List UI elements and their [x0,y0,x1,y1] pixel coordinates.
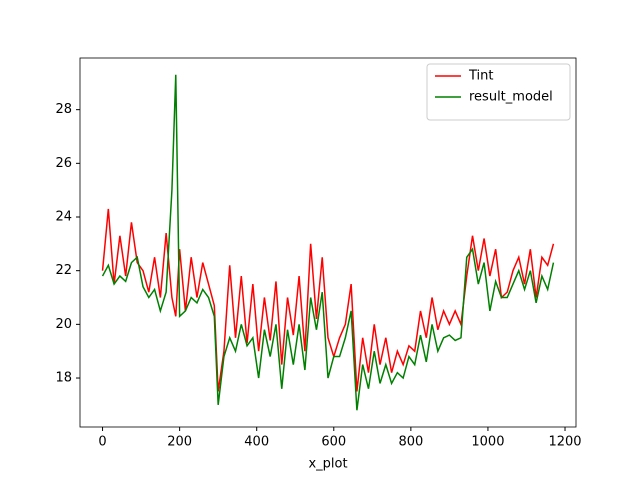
x-tick-label: 400 [244,435,269,450]
y-tick-label: 28 [55,102,72,117]
plot-frame [79,57,577,428]
y-tick-label: 20 [55,317,72,332]
y-tick-label: 24 [55,210,72,225]
x-axis-label: x_plot [308,457,347,472]
y-tick-label: 26 [55,156,72,171]
x-tick-label: 600 [321,435,346,450]
legend-box [426,63,571,121]
data-line [101,74,555,411]
data-line [101,208,555,392]
x-tick-label: 800 [398,435,423,450]
legend-label: result_model [469,90,553,105]
legend-label: Tint [468,69,494,84]
y-tick-label: 22 [55,263,72,278]
y-tick-label: 18 [55,371,72,386]
x-tick-label: 0 [98,435,106,450]
x-tick-label: 1000 [471,435,504,450]
x-tick-label: 1200 [548,435,581,450]
x-tick-label: 200 [167,435,192,450]
